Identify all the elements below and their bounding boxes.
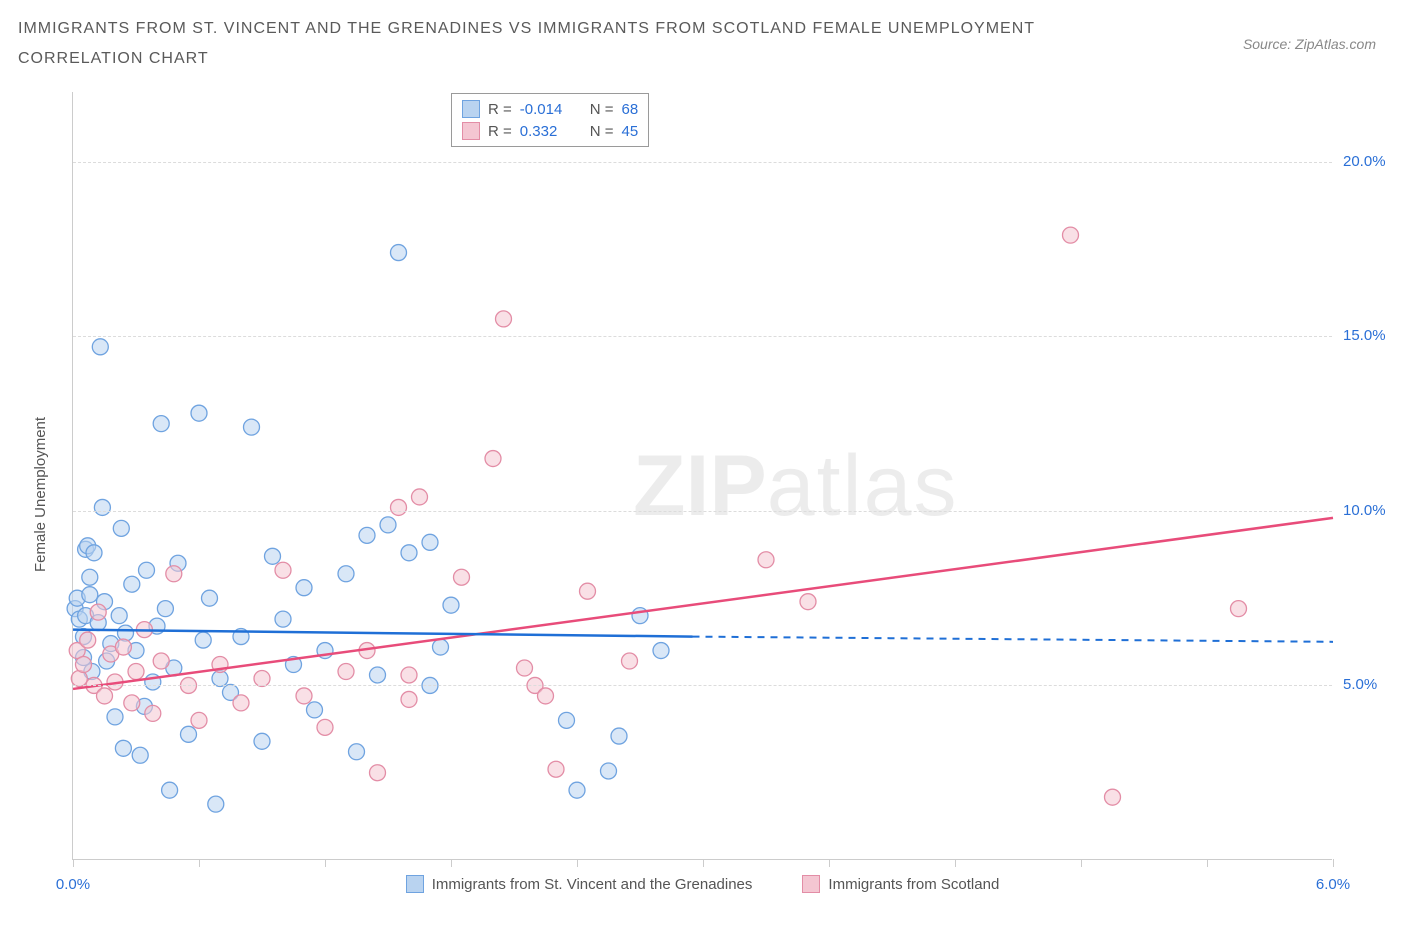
x-tick-label-right: 6.0%	[1316, 876, 1350, 893]
chart-container: Female Unemployment ZIPatlas R = -0.014 …	[18, 92, 1388, 892]
series-name-b: Immigrants from Scotland	[828, 876, 999, 893]
legend-r-value-b: 0.332	[520, 123, 568, 140]
series-legend-item-a: Immigrants from St. Vincent and the Gren…	[406, 875, 753, 893]
y-tick-label: 20.0%	[1343, 153, 1386, 170]
x-tick-mark	[451, 859, 452, 867]
y-tick-label: 5.0%	[1343, 676, 1377, 693]
plot-area: ZIPatlas R = -0.014 N = 68 R = 0.332 N =…	[72, 92, 1332, 860]
x-tick-mark	[199, 859, 200, 867]
legend-r-label-b: R =	[488, 123, 512, 140]
trend-line-a-dashed	[693, 637, 1334, 642]
source-attribution: Source: ZipAtlas.com	[1243, 36, 1376, 52]
series-legend-item-b: Immigrants from Scotland	[802, 875, 999, 893]
y-tick-label: 15.0%	[1343, 327, 1386, 344]
x-tick-mark	[703, 859, 704, 867]
legend-row-b: R = 0.332 N = 45	[462, 120, 638, 142]
x-tick-mark	[325, 859, 326, 867]
legend-swatch-a	[462, 100, 480, 118]
series-swatch-a	[406, 875, 424, 893]
chart-title: IMMIGRANTS FROM ST. VINCENT AND THE GREN…	[18, 14, 1206, 75]
y-axis-label: Female Unemployment	[32, 417, 49, 572]
y-tick-label: 10.0%	[1343, 502, 1386, 519]
title-line-1: IMMIGRANTS FROM ST. VINCENT AND THE GREN…	[18, 14, 1206, 44]
x-tick-mark	[1081, 859, 1082, 867]
legend-swatch-b	[462, 122, 480, 140]
x-tick-mark	[1333, 859, 1334, 867]
x-tick-mark	[73, 859, 74, 867]
grid-line	[73, 162, 1332, 163]
x-tick-mark	[1207, 859, 1208, 867]
x-tick-mark	[955, 859, 956, 867]
legend-n-value-a: 68	[622, 101, 639, 118]
legend-r-label-a: R =	[488, 101, 512, 118]
stats-legend-box: R = -0.014 N = 68 R = 0.332 N = 45	[451, 93, 649, 147]
x-tick-label-left: 0.0%	[56, 876, 90, 893]
legend-n-value-b: 45	[622, 123, 639, 140]
series-legend: Immigrants from St. Vincent and the Gren…	[73, 875, 1332, 893]
grid-line	[73, 511, 1332, 512]
x-tick-mark	[829, 859, 830, 867]
grid-line	[73, 685, 1332, 686]
series-name-a: Immigrants from St. Vincent and the Gren…	[432, 876, 753, 893]
legend-row-a: R = -0.014 N = 68	[462, 98, 638, 120]
trend-line-a-solid	[73, 630, 693, 637]
legend-n-label-a: N =	[590, 101, 614, 118]
legend-r-value-a: -0.014	[520, 101, 568, 118]
trend-line-b	[73, 518, 1333, 689]
series-swatch-b	[802, 875, 820, 893]
trend-svg	[73, 92, 1332, 859]
grid-line	[73, 336, 1332, 337]
legend-n-label-b: N =	[590, 123, 614, 140]
x-tick-mark	[577, 859, 578, 867]
title-line-2: CORRELATION CHART	[18, 44, 1206, 74]
